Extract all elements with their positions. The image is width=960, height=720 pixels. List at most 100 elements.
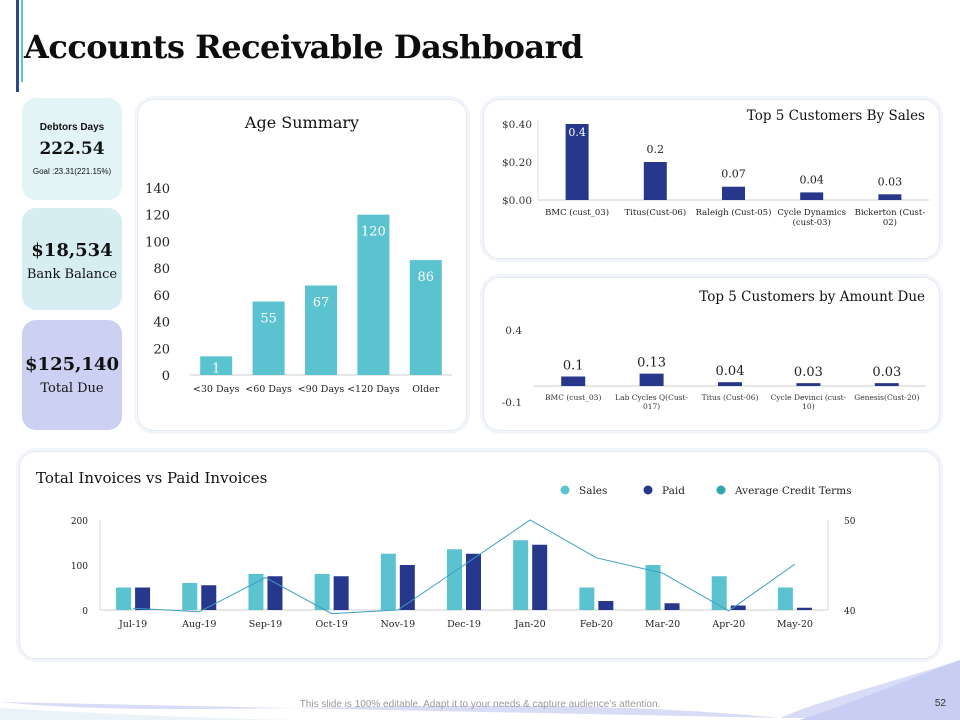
y2-tick-label: 50 [844,517,856,527]
bar [718,382,742,386]
bank-balance-label: Bank Balance [26,267,118,282]
y-tick-label: 20 [153,342,170,357]
total-due-card: $125,140 Total Due [22,320,122,430]
top-customers-sales-chart: Top 5 Customers By Sales $0.00 $0.20 $0.40 0… [502,108,929,228]
sales-bar [182,583,198,610]
x-tick-label: 017) [643,402,660,411]
x-tick-label: Bickerton (Cust- [855,207,926,218]
legend-marker [643,485,653,495]
title-accent-bar [16,0,19,92]
data-label: 0.2 [647,143,665,156]
average-credit-terms-line [133,519,796,615]
paid-bar [201,585,217,610]
y-tick-label: 60 [153,289,170,304]
y-tick-label: 100 [145,235,170,250]
y-tick-label: 140 [145,182,170,197]
footer-note: This slide is 100% editable. Adapt it to… [299,699,661,710]
x-tick-label: Mar-20 [645,619,680,630]
page-number: 52 [934,698,946,709]
bar [800,192,824,200]
bar [200,356,233,375]
debtors-days-value: 222.54 [39,139,105,159]
x-tick-label: Jan-20 [514,619,546,630]
bar [409,260,442,375]
bar [357,214,390,375]
total-due-value: $125,140 [25,354,119,375]
bar [639,373,664,386]
debtors-days-goal: Goal :23.31(221.15%) [32,167,112,176]
paid-bar [796,607,812,610]
invoices-chart: Total Invoices vs Paid Invoices Sales Paid… [36,469,856,630]
legend-marker [716,485,726,495]
x-tick-label: 10) [802,402,815,411]
data-label: 67 [313,296,330,311]
chart-title: Top 5 Customers by Amount Due [699,289,925,305]
x-tick-label: Lab Cycles Q(Cust- [615,393,688,402]
x-tick-label: Titus(Cust-06) [624,207,686,218]
bar [722,186,745,200]
x-tick-label: BMC (cust_03) [545,207,609,218]
sales-bar [579,587,595,610]
y-tick-label: 40 [153,316,170,331]
x-tick-label: <120 Days [347,384,400,395]
x-tick-label: <60 Days [245,384,292,395]
x-tick-label: Cycle Devinci (cust- [771,393,847,402]
y-tick-label: -0.1 [502,397,522,409]
y-tick-label: 120 [145,209,170,224]
sales-bar [645,565,661,610]
sales-bar [248,574,264,610]
chart-title: Age Summary [244,113,359,132]
paid-bar [598,601,614,610]
data-label: 0.03 [794,365,823,380]
sales-bar [116,587,132,610]
x-tick-label: BMC (cust_03) [545,393,601,402]
data-label: 86 [418,270,435,285]
chart-title: Top 5 Customers By Sales [747,108,925,124]
data-label: 0.1 [563,359,584,374]
sales-bar [513,540,529,610]
x-tick-label: Older [412,384,440,395]
paid-bar [730,605,746,610]
bar [561,376,586,386]
total-due-label: Total Due [40,381,104,396]
y-tick-label: 0.4 [505,325,522,337]
data-label: 55 [260,312,277,327]
x-tick-label: Feb-20 [580,619,613,630]
x-tick-label: Nov-19 [380,619,415,630]
data-label: 0.13 [637,356,666,371]
x-tick-label: (cust-03) [793,217,831,228]
x-tick-label: <30 Days [193,384,240,395]
y-tick-label: 200 [71,517,88,527]
x-tick-label: Dec-19 [447,619,481,630]
y-tick-label: $0.40 [502,119,532,131]
bar [305,285,337,375]
x-tick-label: Apr-20 [711,619,745,630]
y-tick-label: $0.00 [502,195,532,207]
y-tick-label: 100 [71,562,88,572]
y-tick-label: 80 [153,262,170,277]
paid-bar [532,544,548,610]
x-tick-label: Aug-19 [181,619,216,630]
x-tick-label: Cycle Dynamics [777,208,846,218]
x-tick-label: Oct-19 [316,619,348,630]
debtors-days-card: Debtors Days 222.54 Goal :23.31(221.15%) [22,98,122,200]
data-label: 0.03 [878,175,903,188]
top-customers-due-chart: Top 5 Customers by Amount Due -0.1 0.4 0.1 B… [502,289,926,411]
x-tick-label: Raleigh (Cust-05) [696,207,772,218]
legend-marker [560,485,570,495]
top-customers-sales-panel: Top 5 Customers By Sales $0.00 $0.20 $0.40 0… [484,100,939,258]
data-label: 0.04 [799,173,824,186]
data-label: 1 [212,361,220,376]
sales-bar [380,553,396,610]
bank-balance-value: $18,534 [31,240,113,261]
bar [874,383,899,386]
data-label: 0.07 [721,168,746,181]
x-tick-label: May-20 [777,619,813,630]
paid-bar [466,553,481,610]
data-label: 0.04 [716,364,745,379]
bar [796,383,821,386]
legend-label: Sales [579,485,607,497]
title-accent-bar-secondary [21,0,23,82]
sales-bar [314,574,330,610]
